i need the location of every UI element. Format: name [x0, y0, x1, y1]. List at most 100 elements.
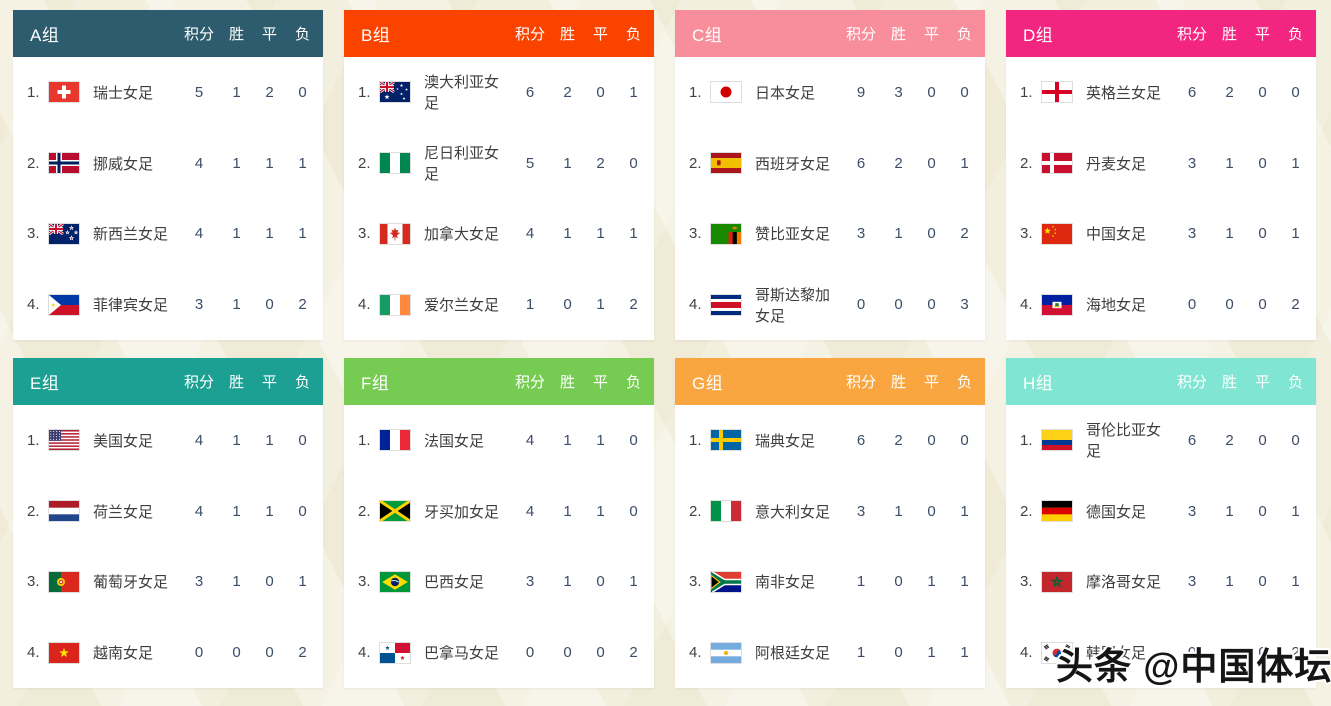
team-points: 1: [856, 573, 866, 591]
team-name: 牙买加女足: [424, 503, 500, 521]
table-row: 4. 爱尔兰女足 1 0 1 2: [344, 269, 654, 340]
team-wins: 1: [232, 154, 241, 172]
team-draws: 1: [927, 573, 936, 591]
team-rank: 4.: [358, 296, 371, 314]
team-points: 4: [194, 502, 204, 520]
team-wins: 1: [232, 573, 241, 591]
team-rank: 4.: [27, 296, 40, 314]
group-header: B组 积分 胜 平 负: [344, 10, 654, 57]
column-header-wins: 胜: [1221, 374, 1237, 391]
team-losses: 1: [1291, 225, 1300, 243]
team-name: 哥伦比亚女足: [1086, 422, 1162, 461]
team-rank: 2.: [689, 502, 702, 520]
team-points: 4: [525, 502, 535, 520]
column-header-losses: 负: [294, 374, 310, 391]
table-row: 1. 瑞士女足 5 1 2 0: [13, 57, 323, 128]
team-wins: 0: [894, 296, 903, 314]
column-header-wins: 胜: [890, 374, 906, 391]
table-row: 4. 海地女足 0 0 0 2: [1006, 269, 1316, 340]
team-wins: 1: [232, 431, 241, 449]
column-header-losses: 负: [294, 26, 310, 43]
team-name: 海地女足: [1086, 297, 1147, 315]
team-draws: 0: [265, 644, 274, 662]
column-header-wins: 胜: [559, 374, 575, 391]
table-row: 3. 巴西女足 3 1 0 1: [344, 547, 654, 618]
group-header: F组 积分 胜 平 负: [344, 358, 654, 405]
team-rank: 3.: [1020, 573, 1033, 591]
team-rank: 1.: [358, 83, 371, 101]
team-name: 葡萄牙女足: [93, 574, 169, 592]
team-rank: 4.: [1020, 644, 1033, 662]
team-draws: 1: [596, 225, 605, 243]
team-name: 意大利女足: [755, 503, 831, 521]
team-rank: 3.: [689, 573, 702, 591]
team-draws: 2: [596, 154, 605, 172]
table-row: 3. 葡萄牙女足 3 1 0 1: [13, 547, 323, 618]
column-header-draws: 平: [261, 26, 277, 43]
team-wins: 1: [563, 154, 572, 172]
team-name: 巴西女足: [424, 574, 485, 592]
team-losses: 0: [629, 502, 638, 520]
japan-flag-icon: [711, 82, 741, 103]
team-points: 4: [194, 154, 204, 172]
group-header: A组 积分 胜 平 负: [13, 10, 323, 57]
team-name: 瑞典女足: [755, 432, 816, 450]
team-wins: 3: [894, 83, 903, 101]
table-row: 4. 巴拿马女足 0 0 0 2: [344, 617, 654, 688]
ireland-flag-icon: [380, 294, 410, 315]
table-row: 2. 挪威女足 4 1 1 1: [13, 128, 323, 199]
team-rank: 2.: [27, 502, 40, 520]
column-header-draws: 平: [1254, 26, 1270, 43]
team-draws: 1: [596, 296, 605, 314]
column-header-wins: 胜: [890, 26, 906, 43]
team-wins: 1: [1225, 573, 1234, 591]
team-wins: 2: [894, 431, 903, 449]
team-draws: 0: [1258, 83, 1267, 101]
team-rank: 1.: [689, 83, 702, 101]
denmark-flag-icon: [1042, 153, 1072, 174]
team-points: 6: [1187, 431, 1197, 449]
team-rank: 4.: [27, 644, 40, 662]
team-points: 3: [525, 573, 535, 591]
netherlands-flag-icon: [49, 501, 79, 522]
switzerland-flag-icon: [49, 82, 79, 103]
team-name: 荷兰女足: [93, 503, 154, 521]
team-draws: 0: [596, 573, 605, 591]
team-points: 0: [525, 644, 535, 662]
team-rank: 4.: [1020, 296, 1033, 314]
team-name: 新西兰女足: [93, 226, 169, 244]
team-rank: 4.: [358, 644, 371, 662]
team-losses: 1: [629, 573, 638, 591]
team-points: 3: [194, 296, 204, 314]
column-header-points: 积分: [1176, 374, 1207, 391]
france-flag-icon: [380, 430, 410, 451]
team-rank: 2.: [689, 154, 702, 172]
team-losses: 2: [1291, 644, 1300, 662]
column-header-points: 积分: [514, 26, 545, 43]
colombia-flag-icon: [1042, 430, 1072, 451]
sweden-flag-icon: [711, 430, 741, 451]
team-points: 3: [856, 225, 866, 243]
group-header: C组 积分 胜 平 负: [675, 10, 985, 57]
team-losses: 1: [1291, 573, 1300, 591]
team-wins: 1: [894, 225, 903, 243]
team-name: 巴拿马女足: [424, 645, 500, 663]
team-points: 3: [856, 502, 866, 520]
team-name: 德国女足: [1086, 503, 1147, 521]
team-points: 6: [856, 154, 866, 172]
team-draws: 0: [1258, 644, 1267, 662]
team-draws: 0: [1258, 225, 1267, 243]
groups-grid: A组 积分 胜 平 负 1. 瑞士女足 5 1 2 0 2. 挪威女足 4 1 …: [13, 10, 1316, 688]
team-name: 阿根廷女足: [755, 645, 831, 663]
team-draws: 1: [927, 644, 936, 662]
group-title: A组: [30, 26, 60, 45]
table-row: 3. 新西兰女足 4 1 1 1: [13, 199, 323, 270]
group-card: C组 积分 胜 平 负 1. 日本女足 9 3 0 0 2. 西班牙女足 6 2…: [675, 10, 985, 340]
team-rank: 2.: [27, 154, 40, 172]
nigeria-flag-icon: [380, 153, 410, 174]
team-points: 0: [1187, 296, 1197, 314]
team-draws: 0: [596, 644, 605, 662]
team-draws: 0: [1258, 573, 1267, 591]
group-rows: 1. 日本女足 9 3 0 0 2. 西班牙女足 6 2 0 1 3. 赞比亚女…: [675, 57, 985, 340]
team-wins: 1: [1225, 225, 1234, 243]
